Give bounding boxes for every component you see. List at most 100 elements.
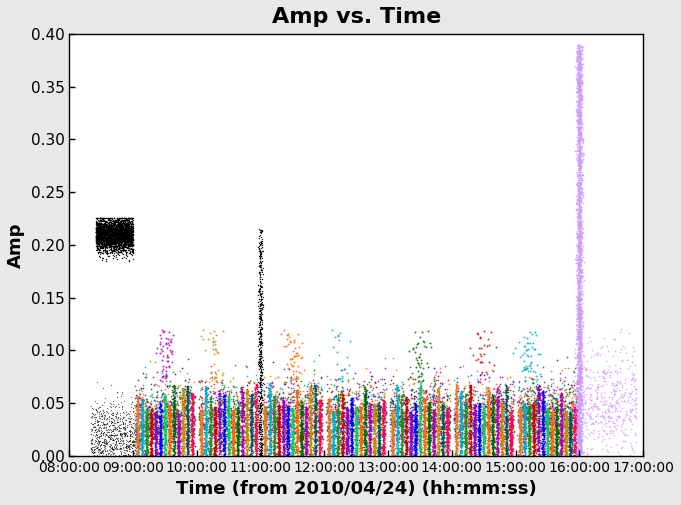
Point <box>114 231 125 239</box>
Point <box>571 418 582 426</box>
Point <box>104 240 114 248</box>
Point <box>205 429 216 437</box>
Point <box>163 445 174 453</box>
Point <box>149 422 160 430</box>
Point <box>442 405 453 413</box>
Point <box>573 300 584 309</box>
Point <box>210 416 221 424</box>
Point <box>548 447 558 456</box>
Point <box>321 410 332 418</box>
Point <box>508 382 519 390</box>
Point <box>570 443 581 451</box>
Point <box>219 417 230 425</box>
Point <box>627 444 637 452</box>
Point <box>141 435 152 443</box>
Point <box>265 402 276 411</box>
Point <box>459 419 470 427</box>
Point <box>569 436 580 444</box>
Point <box>463 378 474 386</box>
Point <box>300 449 311 457</box>
Point <box>274 419 285 427</box>
Point <box>569 411 580 419</box>
Point <box>478 441 489 449</box>
Point <box>418 431 429 439</box>
Point <box>291 416 302 424</box>
Point <box>474 427 485 435</box>
Point <box>249 396 259 404</box>
Point <box>575 245 586 253</box>
Point <box>401 428 412 436</box>
Point <box>357 430 368 438</box>
Point <box>173 414 184 422</box>
Point <box>247 393 257 401</box>
Point <box>404 444 415 452</box>
Point <box>116 222 127 230</box>
Point <box>411 424 422 432</box>
Point <box>537 445 548 453</box>
Point <box>498 434 509 442</box>
Point <box>151 428 161 436</box>
Point <box>443 434 454 442</box>
Point <box>164 409 175 417</box>
Point <box>351 421 362 429</box>
Point <box>345 399 356 407</box>
Point <box>479 424 490 432</box>
Point <box>606 443 617 451</box>
Point <box>210 414 221 422</box>
Point <box>290 429 301 437</box>
Point <box>455 390 466 398</box>
Point <box>279 429 289 437</box>
Point <box>530 412 541 420</box>
Point <box>257 418 268 426</box>
Point <box>455 437 466 445</box>
Point <box>566 444 577 452</box>
Point <box>156 436 167 444</box>
Point <box>351 416 362 424</box>
Point <box>153 415 164 423</box>
Point <box>172 449 183 458</box>
Point <box>551 410 562 418</box>
Point <box>290 388 301 396</box>
Point <box>114 228 125 236</box>
Point <box>341 390 352 398</box>
Point <box>469 407 480 415</box>
Point <box>223 425 234 433</box>
Point <box>121 240 131 248</box>
Point <box>279 446 289 454</box>
Point <box>257 235 268 243</box>
Point <box>375 414 386 422</box>
Point <box>572 212 583 220</box>
Point <box>148 429 159 437</box>
Point <box>351 443 362 451</box>
Point <box>289 414 300 422</box>
Point <box>256 425 267 433</box>
Point <box>542 450 553 459</box>
Point <box>221 425 232 433</box>
Point <box>469 436 480 444</box>
Point <box>182 445 193 453</box>
Point <box>373 433 384 441</box>
Point <box>537 447 548 456</box>
Point <box>249 412 260 420</box>
Point <box>555 427 566 435</box>
Point <box>305 416 316 424</box>
Point <box>419 418 430 426</box>
Point <box>93 233 104 241</box>
Point <box>461 419 472 427</box>
Point <box>352 430 363 438</box>
Point <box>565 432 576 440</box>
Point <box>170 418 180 426</box>
Point <box>131 417 142 425</box>
Point <box>121 227 131 235</box>
Point <box>305 400 316 409</box>
Point <box>573 162 584 170</box>
Point <box>99 435 110 443</box>
Point <box>516 444 527 452</box>
Point <box>351 413 362 421</box>
Point <box>306 414 317 422</box>
Point <box>163 401 174 409</box>
Point <box>577 138 588 146</box>
Point <box>473 403 484 411</box>
Point <box>120 224 131 232</box>
Point <box>232 451 243 460</box>
